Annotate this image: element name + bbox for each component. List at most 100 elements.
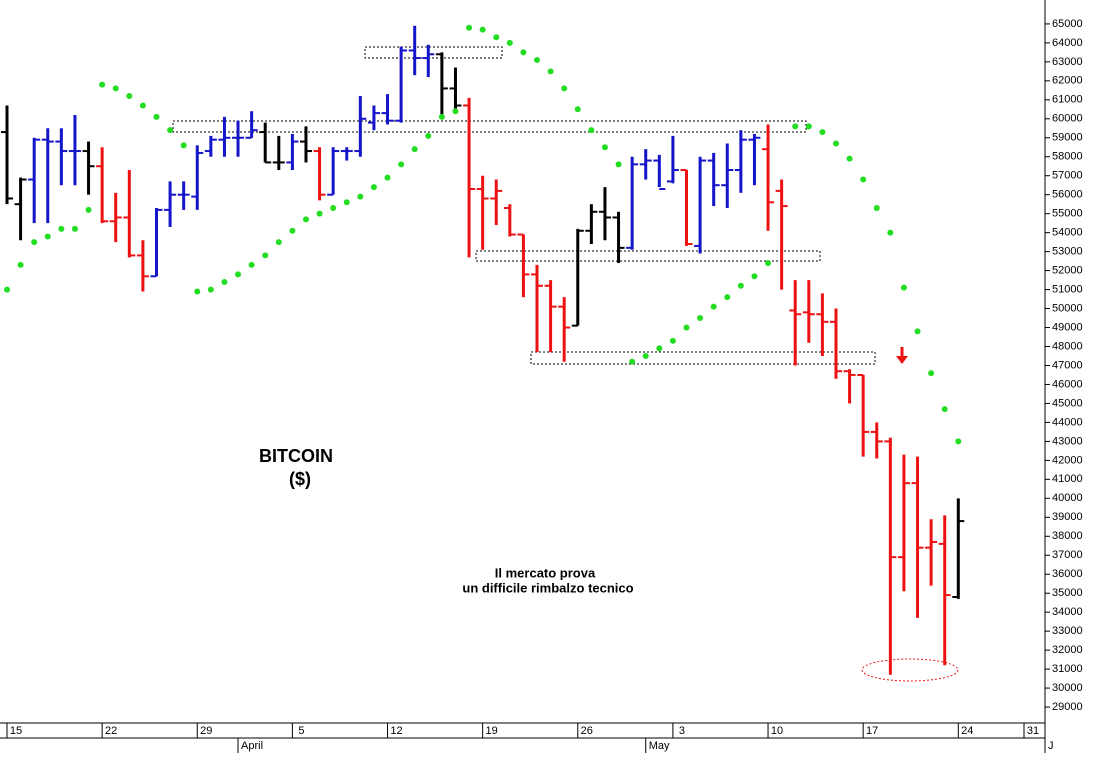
sar-dot [194,288,201,295]
sar-dot [357,193,364,200]
sar-dot [887,229,894,236]
sar-dot [289,227,296,234]
y-tick-label: 56000 [1052,189,1083,201]
sar-dot [955,438,962,445]
y-tick-label: 55000 [1052,208,1083,220]
y-tick-label: 39000 [1052,511,1083,523]
sar-dot [493,34,500,41]
sar-dot [180,142,187,149]
sar-dot [588,127,595,134]
y-tick-label: 35000 [1052,587,1083,599]
sar-dot [330,204,337,211]
y-tick-label: 58000 [1052,151,1083,163]
sar-dot [438,113,445,120]
x-tick-label: 31 [1027,725,1039,737]
sar-dot [656,345,663,352]
sar-dot [479,26,486,33]
x-tick-label: 5 [298,725,304,737]
sar-dot [398,161,405,168]
sar-dot [85,206,92,213]
y-tick-label: 61000 [1052,94,1083,106]
sar-dot [235,271,242,278]
y-tick-label: 40000 [1052,492,1083,504]
sar-dot [601,144,608,151]
y-tick-label: 33000 [1052,625,1083,637]
y-tick-label: 60000 [1052,113,1083,125]
x-tick-label: 24 [961,725,973,737]
month-label: May [649,740,670,752]
y-tick-label: 42000 [1052,454,1083,466]
y-tick-label: 54000 [1052,227,1083,239]
low-ellipse [861,658,959,682]
x-tick-label: 15 [10,725,22,737]
sar-dot [873,204,880,211]
sar-dot [302,216,309,223]
y-tick-label: 59000 [1052,132,1083,144]
chart-subtitle: ($) [289,469,311,489]
sar-dot [629,358,636,365]
sar-dot [58,225,65,232]
y-tick-label: 41000 [1052,473,1083,485]
arrow-head [896,356,908,364]
sar-dot [275,239,282,246]
level-box [530,351,876,365]
sar-dot [71,225,78,232]
y-tick-label: 30000 [1052,682,1083,694]
sar-dot [534,56,541,63]
y-tick-label: 45000 [1052,397,1083,409]
sar-dot [221,278,228,285]
sar-dot [316,210,323,217]
sar-dot [506,39,513,46]
month-label: April [241,740,263,752]
sar-dot [914,328,921,335]
sar-dot [139,102,146,109]
sar-dot [805,123,812,130]
sar-dot [900,284,907,291]
month-label: J [1048,740,1054,752]
sar-dot [642,352,649,359]
y-tick-label: 52000 [1052,265,1083,277]
sar-dot [561,85,568,92]
y-tick-label: 48000 [1052,340,1083,352]
sar-dot [17,261,24,268]
sar-dot [615,161,622,168]
y-tick-label: 34000 [1052,606,1083,618]
sar-dot [724,294,731,301]
y-tick-label: 32000 [1052,644,1083,656]
x-tick-label: 10 [771,725,783,737]
sar-dot [751,273,758,280]
sar-dot [153,113,160,120]
annotation: un difficile rimbalzo tecnico [462,580,633,595]
sar-dot [343,199,350,206]
sar-dot [4,286,10,293]
sar-dot [697,315,704,322]
level-box [364,46,503,59]
y-tick-label: 44000 [1052,416,1083,428]
y-tick-label: 31000 [1052,663,1083,675]
sar-dot [710,303,717,310]
sar-dot [207,286,214,293]
level-box [475,250,821,262]
sar-dot [248,261,255,268]
y-tick-label: 43000 [1052,435,1083,447]
x-tick-label: 26 [581,725,593,737]
y-tick-label: 53000 [1052,246,1083,258]
chart-title: BITCOIN [259,446,333,466]
sar-dot [737,282,744,289]
y-tick-label: 38000 [1052,530,1083,542]
sar-dot [167,127,174,134]
sar-dot [31,239,38,246]
annotation: Il mercato prova [495,565,596,580]
y-tick-label: 36000 [1052,568,1083,580]
x-tick-label: 22 [105,725,117,737]
sar-dot [819,129,826,136]
sar-dot [262,252,269,259]
down-arrow [896,347,908,364]
sar-dot [452,108,459,115]
sar-dot [99,81,106,88]
sar-dot [520,49,527,56]
sar-dot [683,324,690,331]
x-tick-label: 29 [200,725,212,737]
sar-dot [765,260,772,267]
